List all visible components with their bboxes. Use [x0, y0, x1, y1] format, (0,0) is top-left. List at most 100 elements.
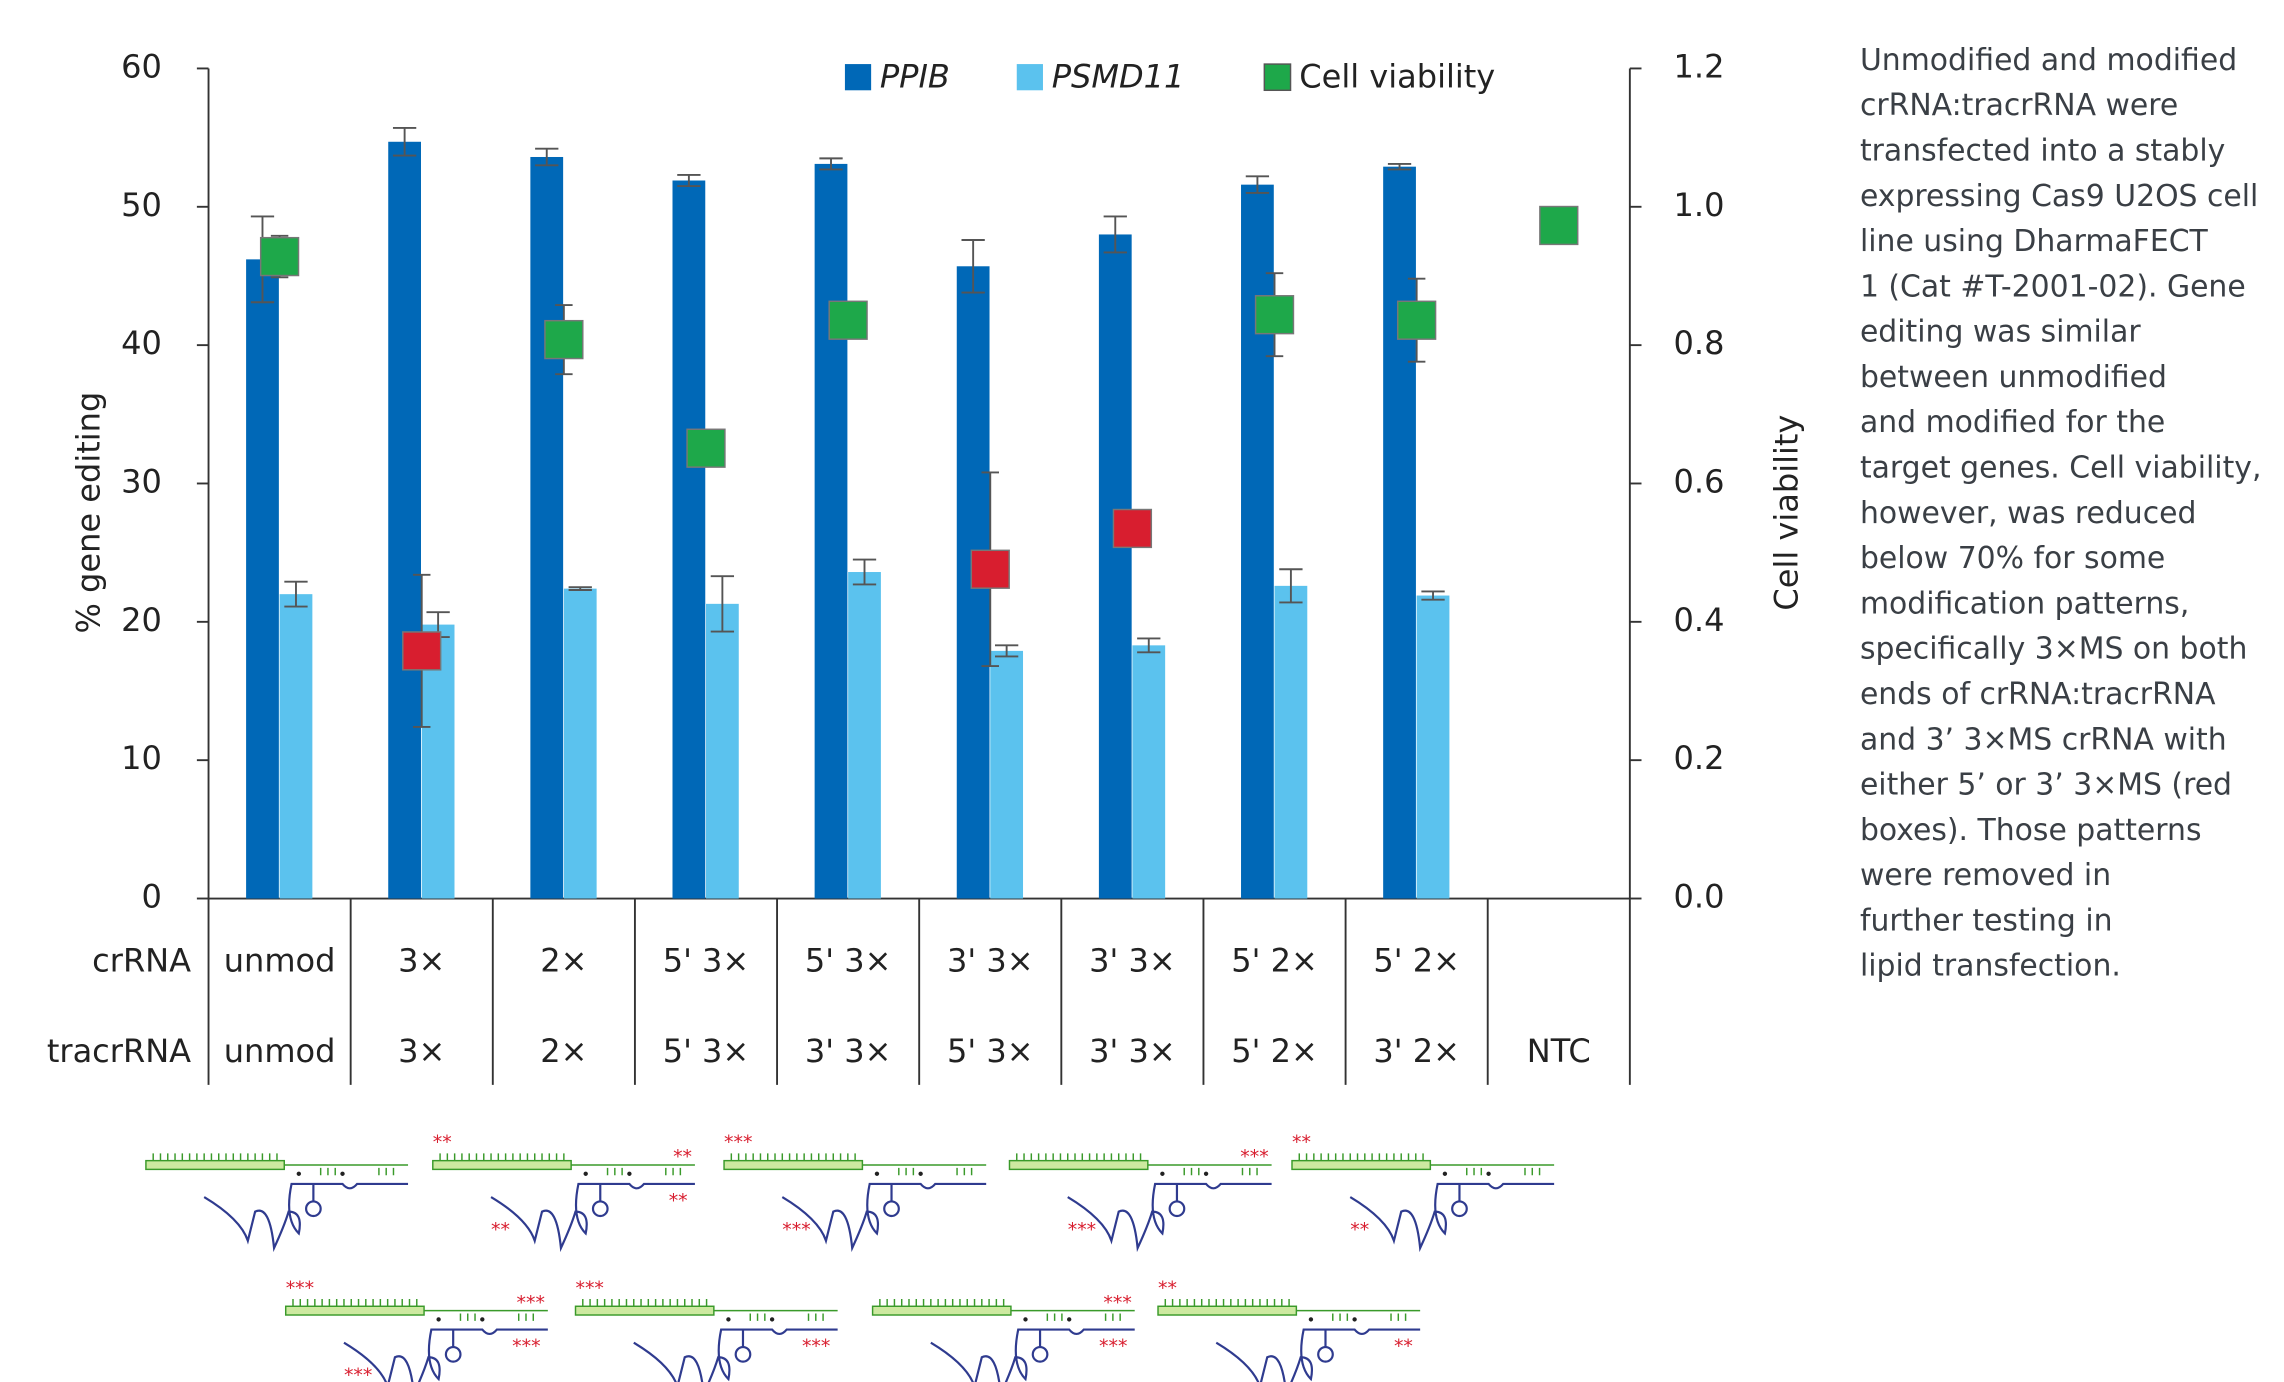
tracrrna-strand [1350, 1184, 1554, 1248]
legend-swatch [845, 64, 871, 90]
y2-tick-label: 0.8 [1674, 324, 1725, 362]
crrna-strand [433, 1161, 571, 1170]
y-tick-label: 30 [121, 462, 162, 500]
tracrrna-strand [491, 1184, 695, 1248]
tracrrna-loop [306, 1201, 321, 1216]
row-label: tracrRNA [47, 1032, 191, 1070]
viability-marker [403, 632, 441, 670]
dot [436, 1317, 440, 1321]
viability-marker [1398, 301, 1436, 339]
bar [1275, 586, 1308, 899]
legend-swatch [1264, 64, 1290, 90]
table-cell: 5' 2× [1231, 942, 1318, 980]
description-line: line using DharmaFECT [1860, 224, 2209, 259]
guide-rna-diagram: ************ [286, 1277, 548, 1382]
crrna-strand [1292, 1161, 1430, 1170]
bar [1383, 167, 1416, 899]
tracrrna-loop [1033, 1347, 1048, 1362]
y2-tick-label: 0.6 [1674, 462, 1725, 500]
bar [1417, 596, 1450, 899]
y-tick-label: 0 [142, 878, 162, 916]
dot [1067, 1317, 1071, 1321]
modification-marker: ** [669, 1190, 688, 1212]
description-line: and modified for the [1860, 405, 2165, 440]
modification-marker: *** [1103, 1292, 1131, 1314]
guide-rna-diagram: ****** [724, 1132, 986, 1248]
table-cell: 3' 3× [1089, 942, 1176, 980]
bar [672, 181, 705, 899]
viability-marker [261, 238, 299, 276]
table-cell: 2× [540, 942, 587, 980]
guide-rna-diagram: ****** [576, 1277, 838, 1382]
bar [530, 157, 563, 899]
description-line: however, was reduced [1860, 496, 2196, 531]
dot [297, 1172, 301, 1176]
y2-tick-label: 1.2 [1674, 47, 1725, 85]
dot [627, 1172, 631, 1176]
modification-marker: ** [491, 1219, 510, 1241]
y-tick-label: 60 [121, 47, 162, 85]
table-cell: 5' 3× [663, 942, 750, 980]
modification-marker: ** [1158, 1277, 1177, 1299]
tracrrna-strand [1068, 1184, 1272, 1248]
guide-rna-diagram: ** ** [1158, 1277, 1420, 1382]
y-tick-label: 20 [121, 601, 162, 639]
crrna-strand [576, 1306, 714, 1315]
viability-marker [545, 321, 583, 359]
modification-marker: *** [286, 1277, 314, 1299]
bar [388, 142, 421, 899]
guide-rna-diagram [146, 1153, 408, 1248]
bar [990, 651, 1023, 899]
y2-tick-label: 1.0 [1674, 186, 1725, 224]
legend-label: PPIB [880, 58, 950, 96]
table-cell: 3' 3× [805, 1032, 892, 1070]
description-line: and 3’ 3×MS crRNA with [1860, 722, 2227, 757]
tracrrna-loop [1452, 1201, 1467, 1216]
modification-marker: ** [673, 1146, 692, 1168]
dot [918, 1172, 922, 1176]
modification-marker: *** [517, 1292, 545, 1314]
table-cell: 5' 3× [947, 1032, 1034, 1070]
page: % gene editing Cell viability 0102030405… [0, 0, 2284, 1382]
table-cell: unmod [224, 942, 336, 980]
table-cell: 3× [398, 942, 445, 980]
description-line: specifically 3×MS on both [1860, 632, 2247, 667]
guide-rna-diagram: *** *** [873, 1292, 1135, 1382]
crrna-strand [286, 1306, 424, 1315]
description-line: either 5’ or 3’ 3×MS (red [1860, 768, 2232, 803]
description-line: boxes). Those patterns [1860, 813, 2202, 848]
table-cell: 3' 3× [947, 942, 1034, 980]
modification-marker: *** [512, 1336, 540, 1358]
dot [584, 1172, 588, 1176]
crrna-strand [1158, 1306, 1296, 1315]
tracrrna-loop [736, 1347, 751, 1362]
table-cell: 3' 2× [1373, 1032, 1460, 1070]
table-cell: 5' 3× [663, 1032, 750, 1070]
description-line: modification patterns, [1860, 586, 2189, 621]
table-cell: 5' 2× [1373, 942, 1460, 980]
legend-swatch [1017, 64, 1043, 90]
viability-marker [1540, 207, 1578, 245]
modification-marker: ** [1394, 1336, 1413, 1358]
crrna-strand [146, 1161, 284, 1170]
bar [564, 589, 597, 899]
y-tick-label: 10 [121, 739, 162, 777]
row-label: crRNA [92, 942, 191, 980]
guide-rna-diagram: **** [1292, 1132, 1554, 1248]
description-line: target genes. Cell viability, [1860, 451, 2262, 486]
dot [1204, 1172, 1208, 1176]
y2-tick-label: 0.0 [1674, 878, 1725, 916]
bar [815, 164, 848, 899]
bar [1132, 645, 1165, 898]
description-line: lipid transfection. [1860, 949, 2121, 984]
modification-marker: *** [724, 1132, 752, 1154]
dot [1486, 1172, 1490, 1176]
modification-marker: *** [1240, 1146, 1268, 1168]
viability-marker [971, 550, 1009, 588]
modification-marker: *** [1099, 1336, 1127, 1358]
chart: % gene editing Cell viability 0102030405… [0, 0, 2284, 1382]
dot [770, 1317, 774, 1321]
bar [706, 604, 739, 899]
modification-marker: ** [433, 1132, 452, 1154]
modification-marker: *** [1068, 1219, 1096, 1241]
